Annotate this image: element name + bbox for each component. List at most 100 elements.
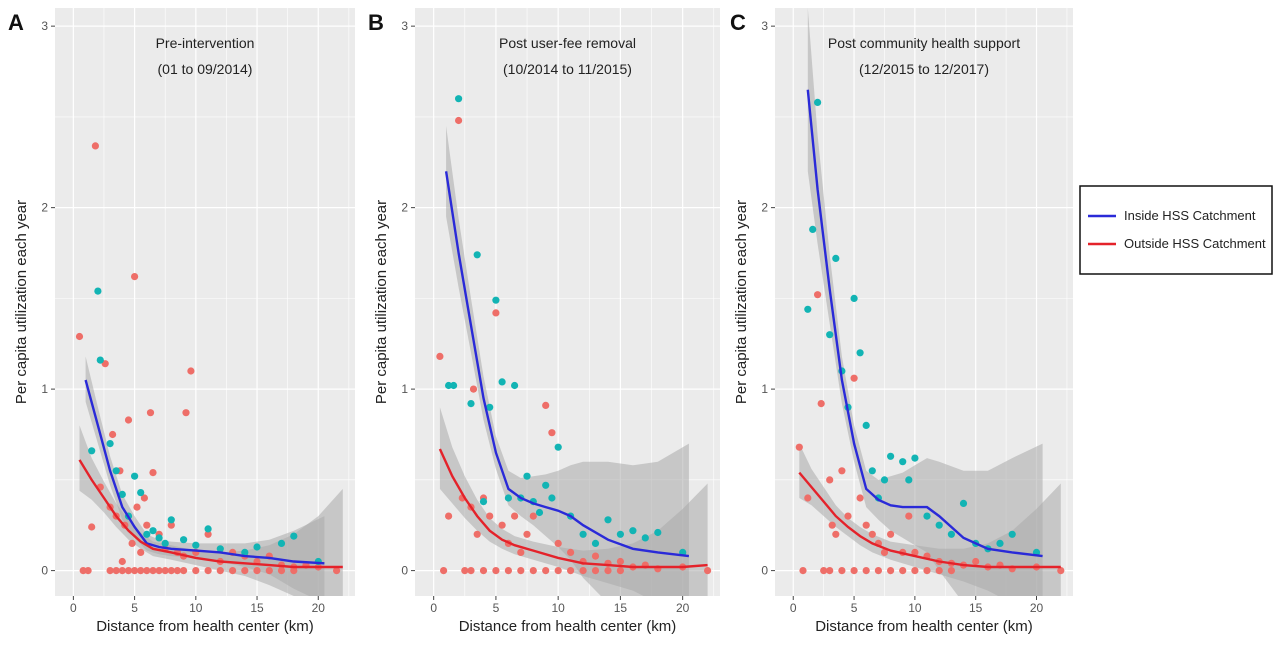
outside-point <box>118 557 126 566</box>
inside-point <box>535 508 544 517</box>
outside-point <box>204 567 212 575</box>
outside-point <box>567 548 575 557</box>
inside-point <box>814 98 822 106</box>
y-tick-label: 0 <box>761 564 768 578</box>
panel-c: 0 1 2 3 0 5 10 15 20 Distance from health center … <box>730 8 1073 635</box>
inside-point <box>911 454 919 462</box>
inside-point <box>155 534 163 542</box>
outside-point <box>445 512 453 520</box>
outside-point <box>923 567 931 575</box>
inside-point <box>591 539 600 548</box>
outside-confidence-band <box>799 443 1061 596</box>
inside-point <box>455 95 463 103</box>
y-tick-label: 3 <box>401 19 408 33</box>
outside-point <box>492 567 500 575</box>
outside-point <box>832 530 840 538</box>
y-tick-label: 0 <box>401 564 408 578</box>
inside-point <box>277 539 286 548</box>
outside-point <box>143 567 151 575</box>
outside-point <box>820 567 828 575</box>
inside-fit-line <box>806 89 1043 558</box>
outside-point <box>131 567 139 575</box>
y-tick-label: 2 <box>761 201 768 215</box>
x-axis-label: Distance from health center (km) <box>459 618 677 635</box>
outside-point <box>887 567 895 575</box>
inside-point <box>641 534 649 542</box>
outside-point <box>616 557 625 566</box>
outside-point <box>118 567 126 575</box>
outside-point <box>504 567 512 575</box>
outside-point <box>192 567 200 575</box>
inside-point <box>523 472 531 480</box>
inside-point <box>498 378 506 386</box>
outside-point <box>868 530 876 538</box>
outside-point <box>838 567 846 575</box>
x-tick-label: 0 <box>70 601 77 615</box>
outside-point <box>124 567 133 575</box>
outside-point <box>972 557 980 566</box>
legend-outside-label: Outside HSS Catchment <box>1124 236 1266 251</box>
inside-point <box>450 381 458 390</box>
inside-point <box>887 452 895 460</box>
inside-point <box>290 532 298 540</box>
outside-point <box>253 567 261 575</box>
x-tick-label: 5 <box>493 601 500 615</box>
outside-point <box>88 523 96 531</box>
y-tick-label: 2 <box>41 201 48 215</box>
outside-point <box>187 367 195 375</box>
outside-point <box>828 521 836 529</box>
outside-point <box>826 567 834 575</box>
outside-point <box>140 494 148 502</box>
inside-point <box>654 528 662 537</box>
outside-point <box>523 530 531 538</box>
outside-point <box>838 467 846 475</box>
outside-point <box>109 430 117 439</box>
inside-point <box>542 481 550 489</box>
legend-inside-label: Inside HSS Catchment <box>1124 208 1256 223</box>
inside-point <box>856 349 864 357</box>
outside-point <box>542 567 550 575</box>
outside-point <box>850 567 858 575</box>
inside-point <box>1008 530 1016 538</box>
outside-point <box>436 352 444 360</box>
outside-point <box>529 567 537 575</box>
outside-fit-line <box>798 471 1061 569</box>
outside-point <box>486 512 494 520</box>
outside-point <box>290 567 298 575</box>
inside-point <box>192 541 200 549</box>
x-tick-label: 15 <box>969 601 983 615</box>
outside-point <box>542 401 550 409</box>
outside-point <box>492 309 500 317</box>
panel-title: Pre-intervention <box>156 35 255 51</box>
x-tick-label: 15 <box>614 601 628 615</box>
outside-point <box>84 567 92 575</box>
outside-point <box>167 521 175 529</box>
outside-point <box>591 567 600 575</box>
outside-point <box>850 374 858 382</box>
outside-point <box>461 567 469 575</box>
outside-point <box>814 291 822 299</box>
inside-point <box>149 527 157 535</box>
x-tick-label: 15 <box>250 601 264 615</box>
x-axis-label: Distance from health center (km) <box>815 618 1033 635</box>
outside-point <box>173 567 181 575</box>
inside-point <box>88 447 96 455</box>
outside-point <box>498 521 506 529</box>
outside-point <box>517 548 525 557</box>
inside-point <box>899 458 907 466</box>
x-tick-label: 0 <box>790 601 797 615</box>
outside-point <box>146 409 155 417</box>
inside-point <box>467 400 475 408</box>
inside-point <box>862 421 870 429</box>
inside-point <box>96 356 104 364</box>
outside-point <box>128 539 136 548</box>
outside-point <box>131 273 139 281</box>
inside-point <box>106 440 114 448</box>
outside-point <box>604 567 612 575</box>
inside-point <box>510 381 519 390</box>
x-axis-label: Distance from health center (km) <box>96 618 314 635</box>
inside-point <box>832 254 840 262</box>
inside-point <box>629 527 637 535</box>
